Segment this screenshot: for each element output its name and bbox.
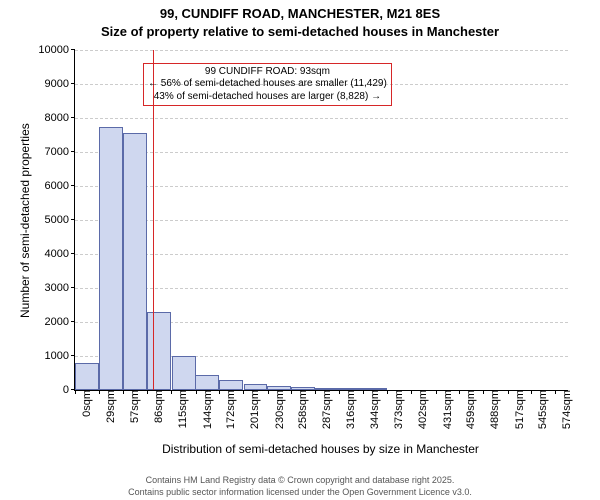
x-tick-mark — [268, 390, 269, 394]
x-axis-label: Distribution of semi-detached houses by … — [74, 442, 567, 456]
y-grid-line — [75, 288, 568, 289]
histogram-bar — [339, 388, 363, 390]
x-tick-mark — [75, 390, 76, 394]
x-tick-mark — [315, 390, 316, 394]
y-tick-label: 0 — [63, 384, 75, 396]
histogram-bar — [219, 380, 243, 390]
x-tick-mark — [196, 390, 197, 394]
x-tick-label: 402sqm — [415, 390, 429, 429]
x-tick-mark — [459, 390, 460, 394]
x-tick-mark — [508, 390, 509, 394]
y-grid-line — [75, 50, 568, 51]
x-tick-mark — [291, 390, 292, 394]
histogram-bar — [99, 127, 123, 391]
x-tick-mark — [243, 390, 244, 394]
x-tick-mark — [531, 390, 532, 394]
x-tick-label: 115sqm — [175, 390, 189, 428]
x-tick-mark — [363, 390, 364, 394]
histogram-bar — [267, 386, 291, 390]
x-tick-mark — [436, 390, 437, 394]
y-grid-line — [75, 152, 568, 153]
histogram-bar — [195, 375, 219, 390]
chart-container: 99, CUNDIFF ROAD, MANCHESTER, M21 8ES Si… — [0, 0, 600, 500]
credits-line-2: Contains public sector information licen… — [0, 487, 600, 498]
title-line-2: Size of property relative to semi-detach… — [0, 24, 600, 39]
annotation-line: ← 56% of semi-detached houses are smalle… — [148, 78, 387, 91]
x-tick-label: 574sqm — [559, 390, 573, 429]
credits-line-1: Contains HM Land Registry data © Crown c… — [0, 475, 600, 486]
y-tick-label: 7000 — [45, 146, 75, 158]
x-tick-label: 488sqm — [487, 390, 501, 429]
y-tick-label: 8000 — [45, 112, 75, 124]
x-tick-mark — [387, 390, 388, 394]
histogram-bar — [75, 363, 99, 390]
histogram-bar — [123, 133, 147, 390]
y-axis-label: Number of semi-detached properties — [18, 123, 32, 318]
histogram-bar — [244, 384, 268, 390]
x-tick-mark — [555, 390, 556, 394]
x-tick-mark — [483, 390, 484, 394]
x-tick-label: 517sqm — [512, 390, 526, 429]
x-tick-label: 29sqm — [103, 390, 117, 423]
y-tick-label: 3000 — [45, 282, 75, 294]
y-tick-label: 10000 — [38, 44, 75, 56]
y-tick-label: 4000 — [45, 248, 75, 260]
x-tick-label: 287sqm — [319, 390, 333, 429]
x-tick-mark — [123, 390, 124, 394]
x-tick-label: 431sqm — [440, 390, 454, 429]
x-tick-label: 258sqm — [295, 390, 309, 429]
x-tick-label: 545sqm — [535, 390, 549, 429]
y-grid-line — [75, 186, 568, 187]
annotation-line: 99 CUNDIFF ROAD: 93sqm — [148, 66, 387, 79]
histogram-bar — [363, 388, 387, 390]
x-tick-label: 144sqm — [200, 390, 214, 429]
title-line-1: 99, CUNDIFF ROAD, MANCHESTER, M21 8ES — [0, 6, 600, 21]
histogram-bar — [315, 388, 339, 390]
y-grid-line — [75, 118, 568, 119]
annotation-box: 99 CUNDIFF ROAD: 93sqm← 56% of semi-deta… — [143, 63, 392, 107]
x-tick-label: 344sqm — [367, 390, 381, 429]
plot-area: 0100020003000400050006000700080009000100… — [74, 50, 568, 391]
x-tick-mark — [99, 390, 100, 394]
x-tick-mark — [339, 390, 340, 394]
x-tick-label: 0sqm — [79, 390, 93, 417]
y-grid-line — [75, 254, 568, 255]
annotation-line: 43% of semi-detached houses are larger (… — [148, 91, 387, 104]
x-tick-mark — [411, 390, 412, 394]
x-tick-mark — [219, 390, 220, 394]
x-tick-label: 373sqm — [391, 390, 405, 429]
x-tick-label: 459sqm — [463, 390, 477, 429]
histogram-bar — [172, 356, 196, 390]
x-tick-mark — [171, 390, 172, 394]
x-tick-label: 230sqm — [272, 390, 286, 429]
x-tick-label: 57sqm — [127, 390, 141, 423]
y-tick-label: 6000 — [45, 180, 75, 192]
histogram-bar — [291, 387, 315, 390]
y-tick-label: 2000 — [45, 316, 75, 328]
y-tick-label: 5000 — [45, 214, 75, 226]
x-tick-label: 86sqm — [151, 390, 165, 423]
y-tick-label: 9000 — [45, 78, 75, 90]
x-tick-mark — [147, 390, 148, 394]
histogram-bar — [147, 312, 171, 390]
x-tick-label: 201sqm — [247, 390, 261, 429]
y-grid-line — [75, 220, 568, 221]
y-tick-label: 1000 — [45, 350, 75, 362]
x-tick-label: 316sqm — [343, 390, 357, 429]
x-tick-label: 172sqm — [223, 390, 237, 429]
